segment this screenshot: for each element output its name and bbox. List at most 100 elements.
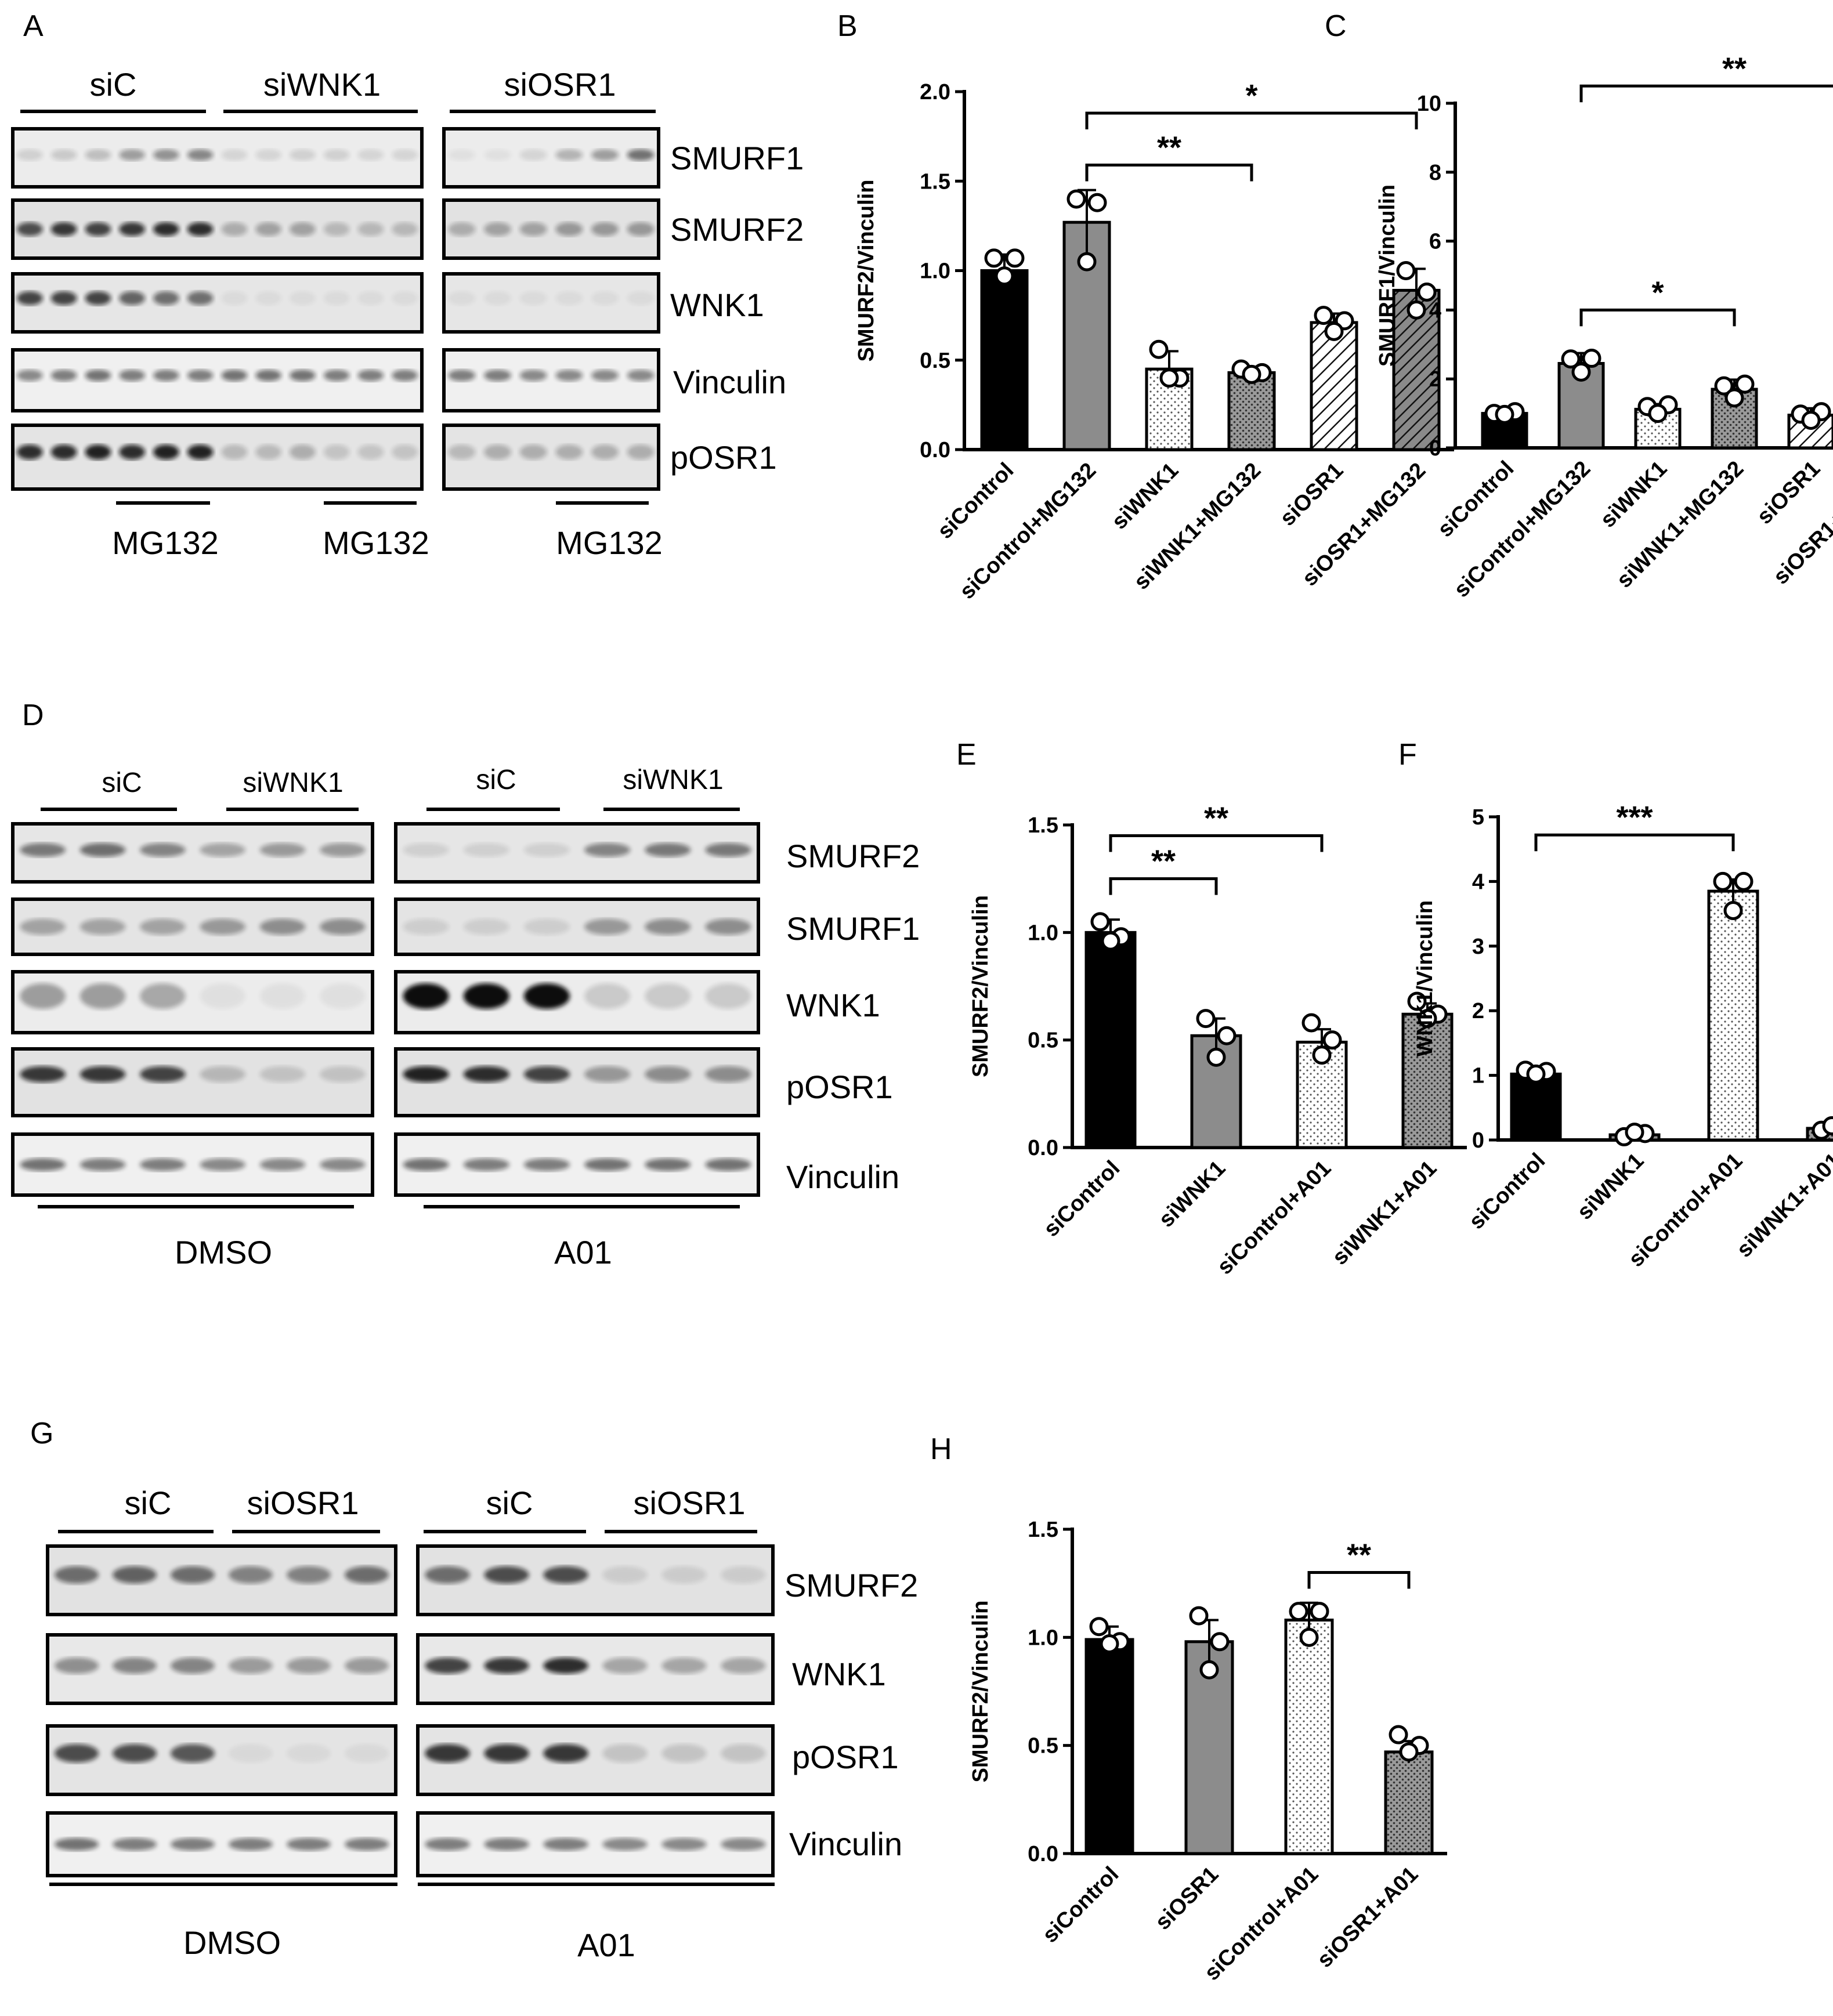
blot-d-row-2-right	[394, 970, 760, 1034]
blot-label-vinculin: Vinculin	[673, 364, 786, 400]
blot-band	[20, 843, 66, 857]
y-tick-label: 1.5	[1028, 813, 1058, 838]
blot-band	[602, 1566, 648, 1584]
blot-band	[523, 843, 570, 857]
blot-band	[484, 1744, 529, 1763]
blot-band	[140, 1066, 186, 1083]
y-tick-label: 0.5	[1028, 1029, 1058, 1053]
blot-band	[140, 843, 186, 857]
blot-band	[290, 222, 316, 236]
blot-band	[661, 1657, 707, 1674]
blot-g-row-1-left	[46, 1633, 397, 1705]
blot-band	[345, 1744, 389, 1763]
category-label: siControl+MG132	[1449, 457, 1595, 602]
group-label-sic: siC	[486, 1485, 533, 1521]
blot-band	[523, 918, 570, 935]
blot-d-row-3-right	[394, 1047, 760, 1117]
y-tick-label: 2.0	[920, 80, 950, 104]
group-label-siwnk1: siWNK1	[623, 765, 723, 795]
blot-band	[591, 149, 619, 161]
category-label: siControl	[1038, 1862, 1124, 1948]
blot-band	[85, 222, 111, 236]
data-point	[995, 266, 1014, 286]
data-point	[1407, 991, 1427, 1011]
blot-band	[229, 1566, 273, 1584]
blot-band	[320, 983, 366, 1009]
group-label-siosr1: siOSR1	[247, 1485, 359, 1521]
blot-band	[221, 370, 248, 382]
blot-a-row-4-left	[11, 424, 424, 491]
blot-band	[259, 983, 306, 1009]
blot-band	[519, 444, 547, 460]
blot-band	[645, 843, 691, 857]
category-label: siWNK1+MG132	[1612, 457, 1748, 593]
blot-band	[287, 1838, 331, 1851]
blot-band	[463, 1066, 509, 1083]
chart-b: 0.00.51.01.52.0SMURF2/VinculinsiControls…	[854, 78, 1454, 604]
significance-bracket	[1307, 1571, 1411, 1589]
blot-band	[591, 370, 619, 382]
blot-band	[357, 444, 384, 460]
data-point	[1089, 1617, 1109, 1637]
blot-band	[119, 222, 145, 236]
blot-band	[140, 918, 186, 935]
blot-frame	[46, 1811, 397, 1877]
category-label: siOSR1+A01	[1313, 1862, 1423, 1972]
blot-band	[645, 1158, 691, 1171]
blot-band	[221, 149, 248, 161]
blot-band	[425, 1744, 470, 1763]
y-tick-label: 4	[1429, 298, 1441, 323]
panel-d-label: D	[22, 698, 44, 732]
blot-band	[153, 370, 179, 382]
y-tick-label: 0.0	[920, 438, 950, 462]
chart-c: 0246810SMURF1/VinculinsiControlsiControl…	[1375, 51, 1833, 602]
data-point	[1289, 1602, 1308, 1622]
group-label-sic: siC	[476, 765, 516, 795]
significance-label: ***	[1616, 800, 1653, 835]
blot-band	[448, 149, 476, 161]
blot-d-row-4-left	[11, 1132, 374, 1197]
data-point	[1389, 1725, 1408, 1744]
blot-frame	[442, 348, 660, 412]
blot-label-smurf2: SMURF2	[784, 1567, 918, 1604]
blot-band	[463, 983, 509, 1009]
data-point	[1242, 364, 1261, 384]
panel-h-label: H	[930, 1432, 952, 1466]
blot-frame	[394, 970, 760, 1034]
treatment-label-a01: A01	[554, 1234, 612, 1271]
significance-bracket	[1534, 833, 1735, 852]
group-label-siosr1: siOSR1	[634, 1485, 746, 1521]
blot-label-smurf1: SMURF1	[670, 140, 804, 176]
blot-g-row-0-right	[416, 1544, 775, 1616]
blot-band	[392, 444, 418, 460]
blot-band	[85, 291, 111, 305]
data-point	[1210, 1632, 1230, 1652]
blot-band	[200, 918, 245, 935]
data-point	[1217, 1026, 1237, 1045]
panel-c-label: C	[1325, 9, 1347, 43]
y-tick-label: 0.5	[920, 349, 950, 373]
blot-band	[287, 1657, 331, 1674]
blot-band	[259, 843, 306, 857]
blot-band	[320, 1158, 366, 1171]
panel-f-label: F	[1398, 738, 1417, 772]
blot-band	[229, 1838, 273, 1851]
category-label: siWNK1	[1107, 458, 1183, 534]
blot-band	[543, 1838, 588, 1851]
blot-band	[229, 1657, 273, 1674]
blot-band	[661, 1744, 707, 1763]
data-point	[1625, 1123, 1644, 1142]
blot-d-row-0-left	[11, 822, 374, 884]
blot-band	[255, 444, 281, 460]
data-point	[1526, 1064, 1546, 1084]
blot-band	[119, 291, 145, 305]
blot-a-row-1-left	[11, 198, 424, 260]
blot-band	[425, 1657, 470, 1674]
blot-band	[555, 444, 583, 460]
data-point	[1723, 901, 1743, 921]
blot-band	[55, 1566, 99, 1584]
significance-bracket	[1085, 111, 1418, 130]
blot-band	[17, 291, 43, 305]
blot-band	[290, 291, 316, 305]
blot-band	[287, 1744, 331, 1763]
